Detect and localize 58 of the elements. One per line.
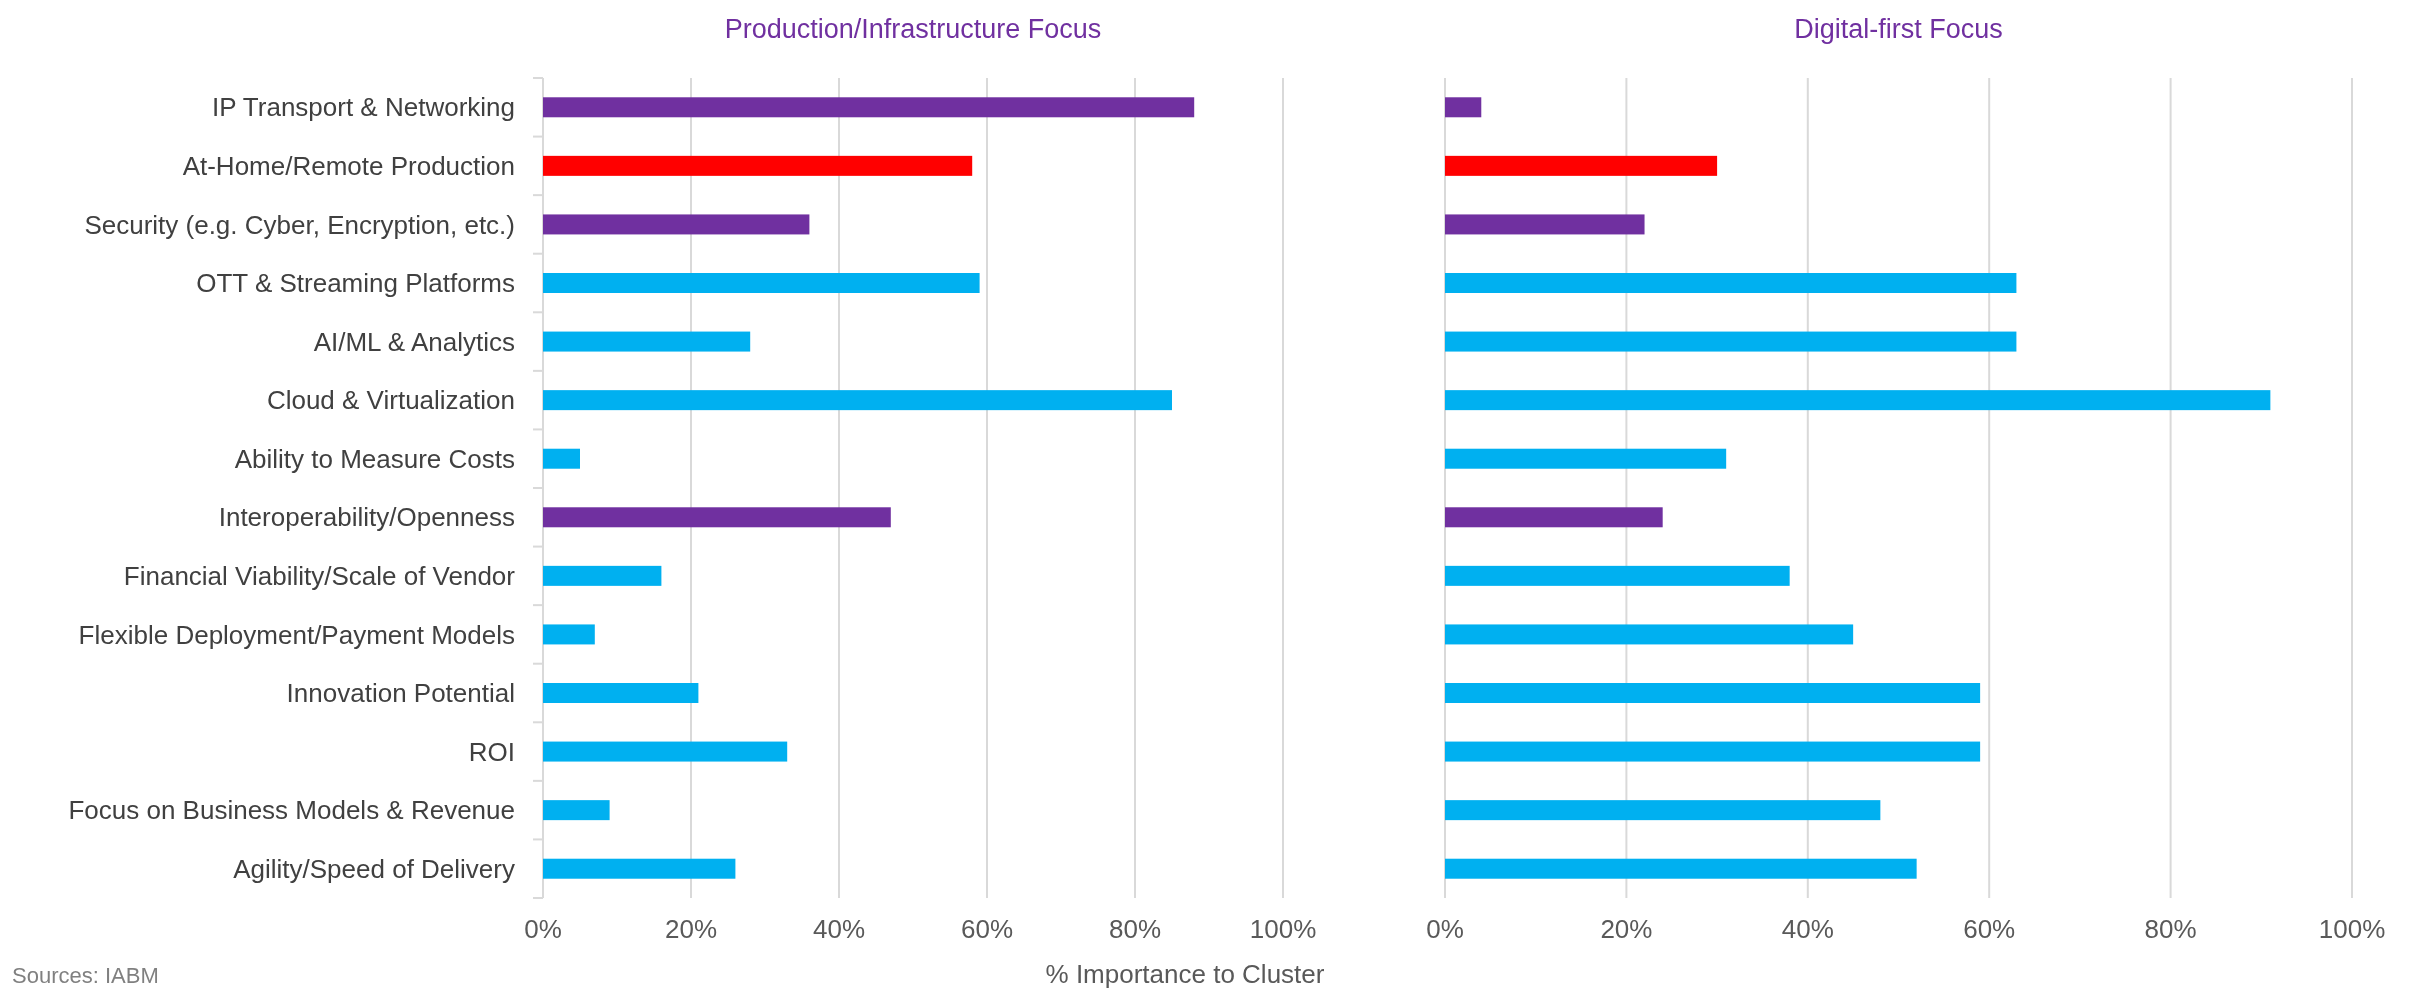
y-tick-label: Cloud & Virtualization (266, 385, 515, 416)
y-tick-label: Flexible Deployment/Payment Models (78, 619, 515, 650)
y-tick-label: Focus on Business Models & Revenue (68, 795, 515, 826)
x-tick-label: 20% (664, 914, 718, 944)
chart-title: Production/Infrastructure Focus (724, 14, 1102, 44)
y-tick-label: At-Home/Remote Production (182, 150, 515, 181)
bar (1445, 155, 1718, 176)
bar (543, 741, 788, 762)
bar (543, 565, 662, 586)
bar (543, 683, 699, 703)
bar (543, 390, 1172, 411)
y-tick-label: ROI (468, 736, 515, 767)
bar (543, 331, 751, 352)
bar (1445, 448, 1727, 469)
bar (1445, 565, 1790, 586)
bar (1445, 800, 1881, 821)
bar (543, 858, 736, 879)
bar (543, 273, 980, 293)
source-note: Sources: IABM (12, 963, 159, 988)
x-tick-label: 60% (960, 914, 1014, 944)
bar (1445, 390, 2271, 411)
y-tick-label: Innovation Potential (286, 678, 515, 709)
x-tick-label: 40% (1781, 914, 1834, 944)
y-tick-label: Agility/Speed of Delivery (233, 853, 515, 884)
x-tick-label: 0% (524, 914, 562, 944)
x-tick-label: 0% (1426, 914, 1464, 944)
bar (1445, 683, 1981, 703)
x-axis-title: % Importance to Cluster (1045, 959, 1325, 989)
y-tick-label: OTT & Streaming Platforms (196, 268, 515, 299)
y-tick-label: Ability to Measure Costs (234, 443, 515, 474)
bar (543, 624, 595, 645)
bar (1445, 507, 1663, 528)
y-tick-label: Interoperability/Openness (218, 502, 515, 533)
bar (1445, 214, 1645, 235)
bar (543, 155, 973, 176)
bar (543, 214, 810, 235)
x-tick-label: 80% (2144, 914, 2197, 944)
y-tick-label: Security (e.g. Cyber, Encryption, etc.) (84, 209, 515, 240)
chart-title: Digital-first Focus (1794, 14, 2003, 44)
y-tick-label: Financial Viability/Scale of Vendor (123, 560, 516, 591)
x-tick-label: 100% (2318, 914, 2386, 944)
y-tick-label: AI/ML & Analytics (313, 326, 515, 357)
bar (1445, 273, 2017, 293)
y-tick-label: IP Transport & Networking (212, 92, 515, 123)
bar (1445, 624, 1854, 645)
bar (1445, 331, 2017, 352)
bar (1445, 858, 1917, 879)
x-tick-label: 20% (1600, 914, 1653, 944)
bar (543, 97, 1195, 118)
x-tick-label: 60% (1963, 914, 2016, 944)
x-tick-label: 100% (1249, 914, 1317, 944)
x-tick-label: 40% (812, 914, 866, 944)
bar (543, 800, 610, 821)
bar (543, 448, 580, 469)
bar (1445, 741, 1981, 762)
bar (543, 507, 891, 528)
x-tick-label: 80% (1108, 914, 1162, 944)
bar (1445, 97, 1482, 118)
